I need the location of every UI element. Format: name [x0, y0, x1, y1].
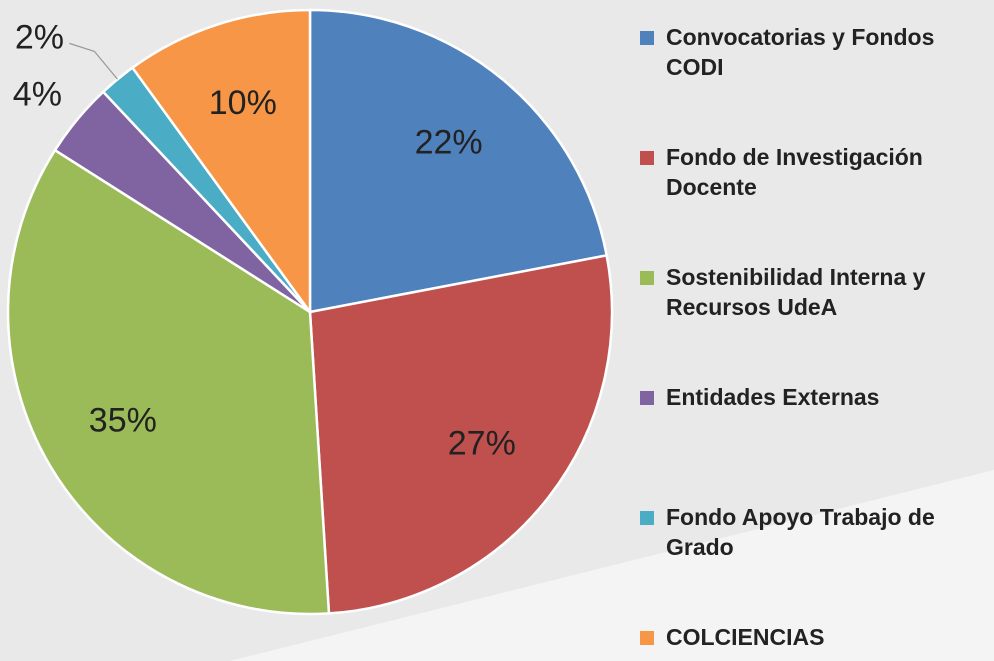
legend-label: Sostenibilidad Interna y Recursos UdeA — [666, 264, 926, 320]
legend-label: Entidades Externas — [666, 384, 880, 410]
legend-item: COLCIENCIAS — [640, 622, 990, 652]
legend-swatch — [640, 391, 654, 405]
data-label: 35% — [89, 402, 157, 440]
legend-label: COLCIENCIAS — [666, 624, 825, 650]
pie-slice — [6, 148, 331, 616]
legend-item: Entidades Externas — [640, 382, 990, 412]
legend-item: Fondo Apoyo Trabajo de Grado — [640, 502, 990, 562]
pie-slice — [130, 8, 312, 316]
data-label: 2% — [15, 18, 64, 56]
legend-item: Sostenibilidad Interna y Recursos UdeA — [640, 262, 990, 322]
data-label: 22% — [415, 123, 483, 161]
legend-swatch — [640, 151, 654, 165]
legend-item: Convocatorias y Fondos CODI — [640, 22, 990, 82]
legend-label: Fondo de Investigación Docente — [666, 144, 923, 200]
legend-item: Fondo de Investigación Docente — [640, 142, 990, 202]
legend-label: Convocatorias y Fondos CODI — [666, 24, 935, 80]
pie-slice — [308, 8, 609, 314]
pie-slice — [308, 253, 614, 615]
legend-swatch — [640, 271, 654, 285]
legend-swatch — [640, 31, 654, 45]
legend-swatch — [640, 631, 654, 645]
legend-swatch — [640, 511, 654, 525]
data-label: 27% — [448, 424, 516, 462]
data-label: 4% — [13, 75, 62, 113]
legend-label: Fondo Apoyo Trabajo de Grado — [666, 504, 935, 560]
leader-line — [69, 42, 118, 80]
data-label: 10% — [209, 84, 277, 122]
background-shape — [230, 470, 994, 661]
